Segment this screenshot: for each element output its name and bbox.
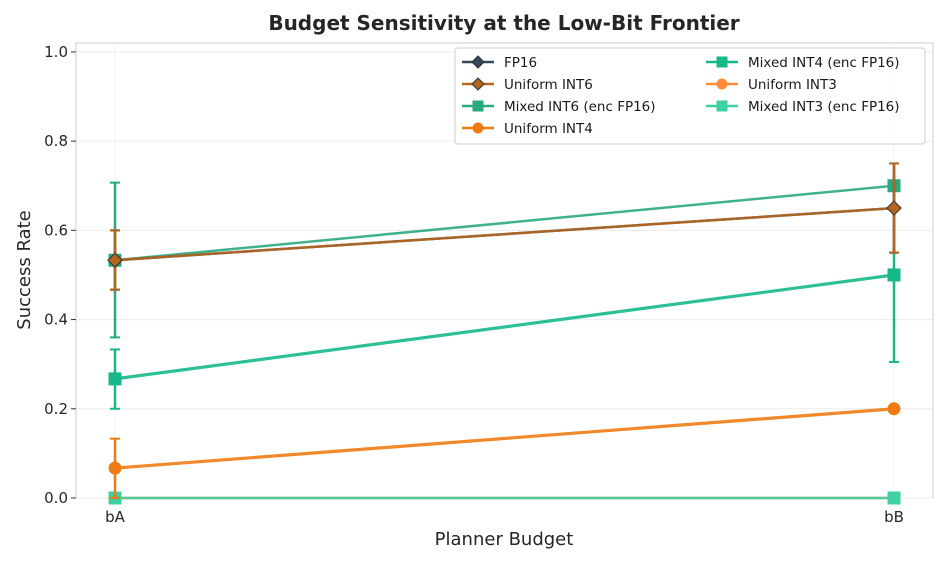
data-point [107,252,123,268]
y-tick-label: 0.4 [44,311,68,329]
legend-entry: Uniform INT3 [706,77,837,93]
chart-title: Budget Sensitivity at the Low-Bit Fronti… [268,11,739,35]
legend: FP16 Uniform INT6 Mixed INT6 (enc FP16) Uni… [454,47,926,145]
data-point [716,78,728,90]
x-axis-label: Planner Budget [435,529,574,550]
y-tick-label: 0.8 [44,132,68,150]
legend-label: Uniform INT6 [504,77,593,93]
series-uniform-int4 [108,402,901,499]
legend-entry: Mixed INT6 (enc FP16) [462,99,656,115]
series-line [114,407,895,470]
series-layer [107,162,902,505]
legend-entry: Uniform INT4 [462,121,593,137]
y-axis-label: Success Rate [14,210,35,329]
legend-entry: Uniform INT6 [462,77,593,93]
y-tick-label: 0.2 [44,400,68,418]
legend-entry: Mixed INT4 (enc FP16) [706,55,900,71]
data-point [472,122,484,134]
series-mixed-int3-enc-fp16 [108,491,901,505]
x-tick-label: bB [884,508,904,526]
x-axis-ticks: bA bB [105,498,904,526]
data-point [471,55,485,69]
data-point [471,77,485,91]
data-point [887,402,901,416]
x-tick-label: bA [105,508,126,526]
legend-box [454,47,926,145]
series-line [114,273,895,381]
data-point [108,461,122,475]
y-tick-label: 0.6 [44,221,68,239]
y-tick-label: 1.0 [44,43,68,61]
legend-label: Uniform INT4 [504,121,593,137]
legend-label: Mixed INT6 (enc FP16) [504,99,656,115]
series-line [114,184,895,262]
y-axis-ticks: 0.0 0.2 0.4 0.6 0.8 1.0 [44,43,76,507]
data-point [716,56,728,68]
legend-label: Uniform INT3 [748,77,837,93]
legend-label: Mixed INT4 (enc FP16) [748,55,900,71]
data-point [108,372,122,386]
legend-entry: Mixed INT3 (enc FP16) [706,99,900,115]
data-point [886,200,902,216]
data-point [887,268,901,282]
legend-label: Mixed INT3 (enc FP16) [748,99,900,115]
legend-entry: FP16 [462,55,537,71]
legend-label: FP16 [504,55,537,71]
data-point [472,100,484,112]
data-point [716,100,728,112]
data-point [887,491,901,505]
series-line [114,206,895,262]
series-uniform-int6 [107,162,902,291]
y-tick-label: 0.0 [44,489,68,507]
